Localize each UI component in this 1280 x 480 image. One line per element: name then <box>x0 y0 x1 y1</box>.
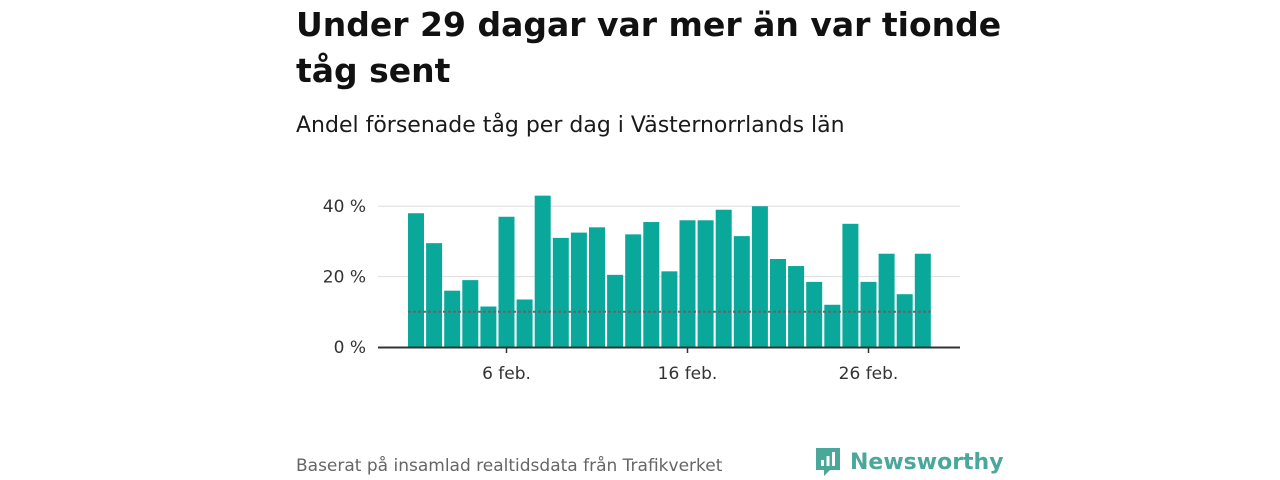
bar <box>824 304 841 347</box>
bar <box>498 216 515 347</box>
y-tick-label: 0 % <box>334 338 366 358</box>
bar <box>806 281 823 347</box>
brand-name: Newsworthy <box>850 449 1004 475</box>
bar <box>842 223 859 347</box>
y-tick-label: 40 % <box>323 197 366 217</box>
bar <box>697 220 714 347</box>
bar <box>751 206 768 347</box>
bar <box>552 237 569 347</box>
bar <box>480 306 497 347</box>
bar <box>878 253 895 347</box>
bar <box>516 299 533 347</box>
x-tick-label: 26 feb. <box>839 364 899 384</box>
bar <box>462 280 479 347</box>
chart-subtitle: Andel försenade tåg per dag i Västernorr… <box>296 113 845 138</box>
bar <box>914 253 931 347</box>
bar <box>408 213 424 347</box>
source-note: Baserat på insamlad realtidsdata från Tr… <box>296 456 723 476</box>
bar <box>770 259 786 347</box>
brand-logo[interactable]: Newsworthy <box>814 446 1004 478</box>
x-axis: 6 feb. 16 feb. 26 feb. <box>378 346 960 384</box>
bar <box>733 236 750 347</box>
bars <box>408 195 931 347</box>
bar <box>715 209 732 347</box>
bar <box>643 222 660 347</box>
bar <box>444 290 461 347</box>
chart-title: Under 29 dagar var mer än var tionde tåg… <box>296 5 1002 90</box>
newsworthy-logo-icon <box>816 448 840 476</box>
grid-lines <box>378 205 960 278</box>
bar <box>570 232 587 347</box>
bar-chart: 0 % 20 % 40 % 6 feb. 16 feb. 26 feb. <box>323 195 960 384</box>
x-tick-label: 16 feb. <box>658 364 718 384</box>
bar <box>625 234 642 347</box>
y-axis: 0 % 20 % 40 % <box>323 197 366 358</box>
bar <box>860 281 877 347</box>
bar <box>896 294 913 347</box>
bar <box>661 271 678 347</box>
x-tick-label: 6 feb. <box>482 364 531 384</box>
bar <box>534 195 551 347</box>
bar <box>426 243 443 347</box>
bar <box>589 227 605 347</box>
y-tick-label: 20 % <box>323 268 366 288</box>
bar <box>679 220 696 347</box>
bar <box>788 266 805 347</box>
